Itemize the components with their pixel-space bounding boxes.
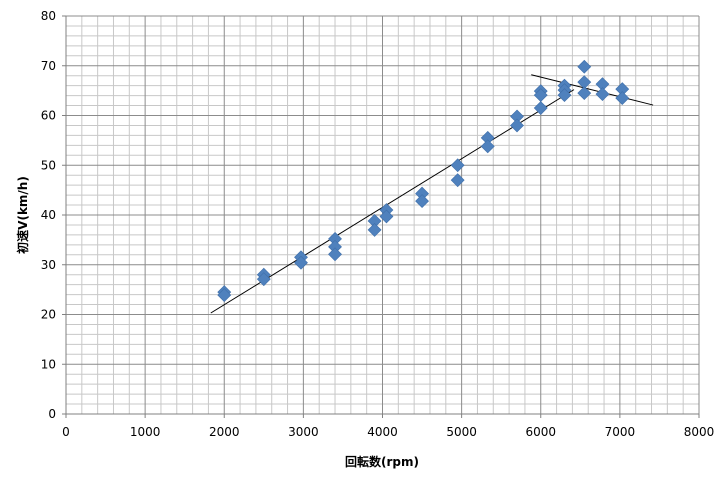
data-point (510, 118, 524, 133)
data-points (217, 59, 630, 303)
data-point (379, 209, 394, 224)
data-point (577, 59, 592, 74)
data-point (294, 255, 308, 270)
data-point (595, 87, 610, 102)
y-axis-ticks: 0 10 20 30 40 50 60 70 80 (41, 9, 66, 421)
x-tick-label: 6000 (525, 425, 556, 439)
data-point (328, 247, 342, 262)
y-tick-label: 70 (41, 59, 56, 73)
data-point (367, 223, 382, 237)
major-gridlines (65, 15, 700, 415)
x-tick-label: 5000 (446, 425, 477, 439)
y-tick-label: 40 (41, 208, 56, 222)
y-tick-label: 10 (41, 357, 56, 371)
data-point (533, 101, 548, 115)
data-point (577, 86, 592, 101)
x-tick-label: 8000 (684, 425, 715, 439)
x-tick-label: 4000 (367, 425, 398, 439)
x-tick-label: 0 (62, 425, 70, 439)
y-tick-label: 30 (41, 258, 56, 272)
x-axis-title: 回転数(rpm) (345, 454, 419, 469)
y-tick-label: 20 (41, 308, 56, 322)
y-axis-title: 初速V(km/h) (15, 176, 30, 254)
data-point (450, 173, 465, 188)
data-point (557, 88, 572, 103)
data-point (217, 288, 232, 303)
data-point (480, 139, 495, 154)
data-point (615, 91, 630, 106)
x-tick-label: 2000 (209, 425, 240, 439)
y-tick-label: 50 (41, 158, 56, 172)
y-tick-label: 60 (41, 109, 56, 123)
x-axis-ticks: 0 1000 2000 3000 4000 5000 6000 7000 8000 (62, 414, 714, 439)
data-point (415, 194, 429, 208)
data-point (450, 158, 465, 173)
trendline (531, 74, 654, 106)
x-tick-label: 1000 (130, 425, 161, 439)
y-tick-label: 80 (41, 9, 56, 23)
x-tick-label: 3000 (288, 425, 319, 439)
x-tick-label: 7000 (605, 425, 636, 439)
data-point (256, 272, 271, 287)
y-tick-label: 0 (48, 407, 56, 421)
